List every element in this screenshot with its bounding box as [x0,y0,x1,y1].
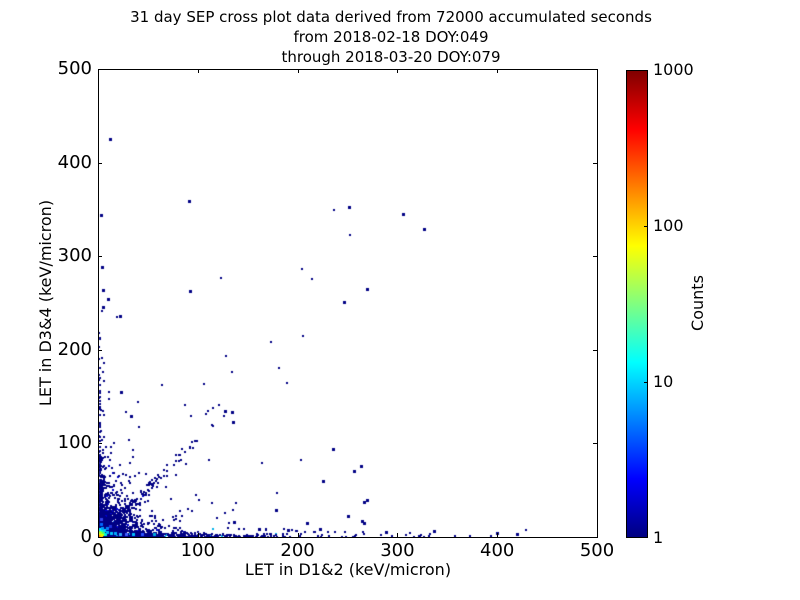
y-tick-label: 100 [57,432,92,454]
x-tick [397,533,399,537]
colorbar-tick-label: 100 [653,216,684,235]
x-tick [597,533,598,537]
colorbar-tick-label: 10 [653,372,674,391]
y-tick-label: 500 [57,58,92,79]
x-tick-top [397,69,399,73]
y-tick [98,537,102,538]
colorbar-tick [644,537,648,538]
y-tick [98,443,102,445]
colorbar-tick [644,382,648,383]
y-tick [98,256,102,258]
x-tick-label: 500 [579,540,615,561]
x-tick-label: 400 [480,540,515,561]
x-tick-label: 200 [280,540,315,561]
x-axis-label: LET in D1&2 (keV/micron) [244,560,452,579]
y-tick-label: 0 [80,526,92,547]
x-tick-label: 0 [92,540,104,561]
y-tick-right [593,537,597,538]
colorbar-tick [644,70,648,71]
y-axis-label: LET in D3&4 (keV/micron) [36,199,55,407]
colorbar-tick [644,226,648,227]
x-tick [197,533,199,537]
x-tick-top [297,69,299,73]
colorbar [626,70,648,538]
y-tick-right [593,162,597,164]
scatter-plot-canvas [98,69,597,537]
colorbar-label: Counts [688,275,707,331]
y-tick [98,349,102,351]
chart-title-line1: 31 day SEP cross plot data derived from … [130,8,652,26]
y-tick-right [593,69,597,70]
chart-title: 31 day SEP cross plot data derived from … [0,7,782,67]
x-tick-top [197,69,199,73]
x-tick-label: 100 [180,540,215,561]
x-tick-top [597,69,598,73]
x-tick [297,533,299,537]
y-tick [98,69,102,70]
chart-title-line2: from 2018-02-18 DOY:049 [293,28,489,46]
y-tick-right [593,256,597,258]
x-tick [497,533,499,537]
colorbar-tick-label: 1 [653,528,664,547]
y-tick-right [593,349,597,351]
chart-title-line3: through 2018-03-20 DOY:079 [281,48,501,66]
x-tick-label: 300 [380,540,415,561]
y-tick-label: 400 [57,151,92,173]
colorbar-tick-label: 1000 [653,60,694,79]
y-tick-label: 300 [57,245,92,267]
y-tick [98,162,102,164]
x-tick-top [497,69,499,73]
y-tick-label: 200 [57,338,92,360]
y-tick-right [593,443,597,445]
